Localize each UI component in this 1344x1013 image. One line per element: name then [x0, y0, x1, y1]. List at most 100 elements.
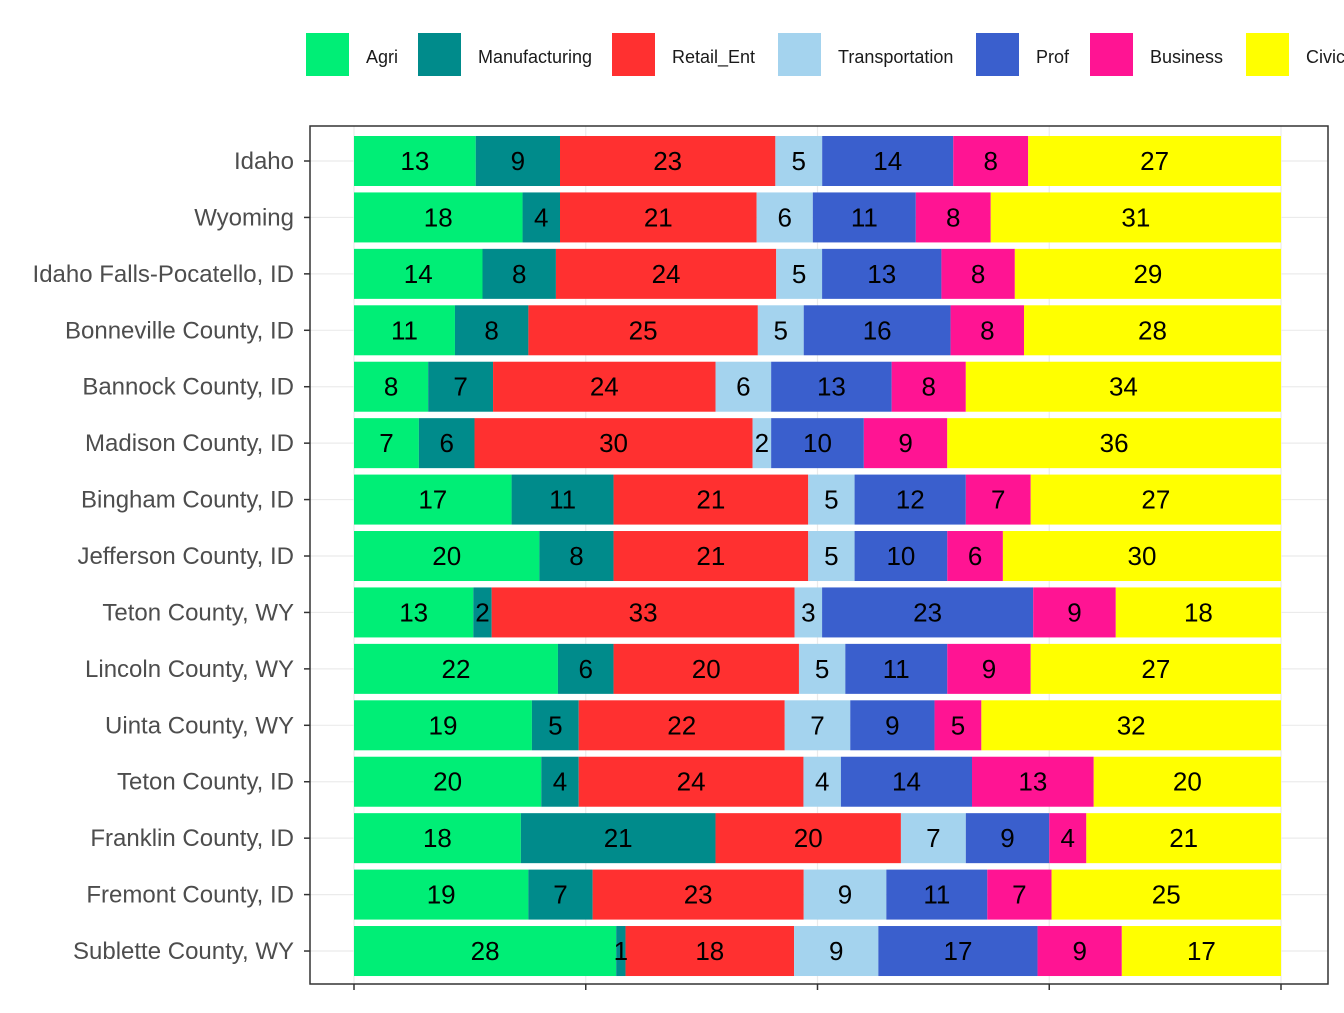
bar-value-label: 8 — [484, 315, 498, 345]
bar-value-label: 24 — [590, 372, 619, 402]
bar-value-label: 24 — [652, 259, 681, 289]
legend-label: Agri — [366, 47, 398, 67]
bar-segment-business — [891, 361, 966, 412]
bar-segment-agri — [354, 813, 521, 864]
bar-value-label: 21 — [696, 541, 725, 571]
bar-segment-agri — [354, 418, 419, 469]
bar-value-label: 8 — [922, 372, 936, 402]
bar-segment-civic — [1093, 756, 1281, 807]
bar-segment-civic — [1121, 926, 1281, 977]
bar-segment-transportation — [752, 418, 772, 469]
bar-segment-manufacturing — [482, 248, 556, 299]
bar-value-label: 5 — [548, 710, 562, 740]
bar-value-label: 6 — [777, 202, 791, 232]
bar-value-label: 29 — [1133, 259, 1162, 289]
bar-segment-prof — [771, 418, 864, 469]
bar-segment-manufacturing — [539, 531, 614, 582]
bar-value-label: 28 — [471, 936, 500, 966]
bar-segment-retail-ent — [592, 869, 804, 920]
bar-value-label: 4 — [815, 767, 829, 797]
bar-segment-transportation — [803, 756, 841, 807]
bar-value-label: 5 — [824, 485, 838, 515]
bar-segment-manufacturing — [531, 700, 579, 751]
bar-value-label: 6 — [439, 428, 453, 458]
bar-value-label: 2 — [475, 597, 489, 627]
bar-segment-retail-ent — [555, 248, 777, 299]
bar-segment-civic — [990, 192, 1281, 243]
bar-segment-retail-ent — [613, 643, 799, 694]
legend-key — [778, 33, 821, 76]
bar-value-label: 20 — [433, 767, 462, 797]
y-tick-label: Wyoming — [194, 204, 294, 231]
bar-value-label: 6 — [579, 654, 593, 684]
y-tick-label: Sublette County, WY — [73, 938, 294, 965]
bar-segment-agri — [354, 643, 558, 694]
bar-segment-prof — [965, 813, 1050, 864]
bar-segment-retail-ent — [528, 305, 758, 356]
bar-segment-retail-ent — [560, 192, 757, 243]
y-tick-label: Teton County, ID — [117, 769, 294, 796]
bar-segment-prof — [840, 756, 972, 807]
bar-segment-manufacturing — [520, 813, 716, 864]
bar-value-label: 14 — [404, 259, 433, 289]
bar-segment-prof — [803, 305, 951, 356]
y-tick-label: Teton County, WY — [102, 599, 294, 626]
bar-segment-retail-ent — [625, 926, 795, 977]
bar-segment-transportation — [794, 587, 823, 638]
bar-segment-agri — [354, 531, 540, 582]
bar-value-label: 23 — [684, 880, 713, 910]
y-tick-label: Fremont County, ID — [86, 882, 294, 909]
bar-value-label: 7 — [810, 710, 824, 740]
legend-key — [976, 33, 1019, 76]
bar-segment-manufacturing — [454, 305, 529, 356]
bar-segment-retail-ent — [578, 700, 785, 751]
legend-label: Business — [1150, 47, 1223, 67]
bar-segment-business — [947, 643, 1031, 694]
bar-value-label: 27 — [1141, 485, 1170, 515]
bar-segment-civic — [1051, 869, 1281, 920]
bar-segment-agri — [354, 136, 476, 186]
bar-value-label: 21 — [1169, 823, 1198, 853]
legend-item-business: Business — [1090, 33, 1223, 76]
bar-value-label: 27 — [1140, 146, 1169, 176]
legend-key — [612, 33, 655, 76]
bar-value-label: 20 — [794, 823, 823, 853]
bar-value-label: 11 — [923, 880, 950, 910]
bar-segment-prof — [822, 248, 942, 299]
bar-segment-manufacturing — [473, 587, 492, 638]
bar-value-label: 3 — [801, 597, 815, 627]
bar-segment-manufacturing — [616, 926, 626, 977]
bar-value-label: 9 — [838, 880, 852, 910]
legend-key — [1246, 33, 1289, 76]
bar-segment-transportation — [784, 700, 851, 751]
bar-segment-business — [1049, 813, 1087, 864]
legend: Agri Manufacturing Retail_Ent Transportatio… — [306, 33, 1344, 76]
bar-segment-manufacturing — [528, 869, 593, 920]
bar-value-label: 19 — [428, 710, 457, 740]
bar-segment-retail-ent — [578, 756, 804, 807]
bar-value-label: 12 — [896, 485, 925, 515]
bar-segment-retail-ent — [493, 361, 716, 412]
legend-item-transportation: Transportation — [778, 33, 953, 76]
bar-value-label: 18 — [424, 202, 453, 232]
bar-segment-prof — [822, 136, 954, 186]
bar-value-label: 5 — [951, 710, 965, 740]
y-tick-label: Madison County, ID — [85, 430, 294, 457]
bar-segment-manufacturing — [511, 474, 614, 525]
bar-segment-business — [863, 418, 948, 469]
bar-segment-business — [953, 136, 1029, 186]
bar-segment-manufacturing — [522, 192, 560, 243]
bar-value-label: 11 — [851, 202, 878, 232]
legend-item-retail-ent: Retail_Ent — [612, 33, 755, 76]
bar-value-label: 2 — [755, 428, 769, 458]
bar-segment-transportation — [757, 305, 804, 356]
bar-value-label: 25 — [629, 315, 658, 345]
bar-segment-civic — [1030, 643, 1281, 694]
legend-item-prof: Prof — [976, 33, 1070, 76]
bar-segment-retail-ent — [491, 587, 795, 638]
bar-value-label: 33 — [629, 597, 658, 627]
bar-value-label: 31 — [1121, 202, 1150, 232]
bar-segment-civic — [1024, 305, 1281, 356]
bar-segment-business — [934, 700, 982, 751]
